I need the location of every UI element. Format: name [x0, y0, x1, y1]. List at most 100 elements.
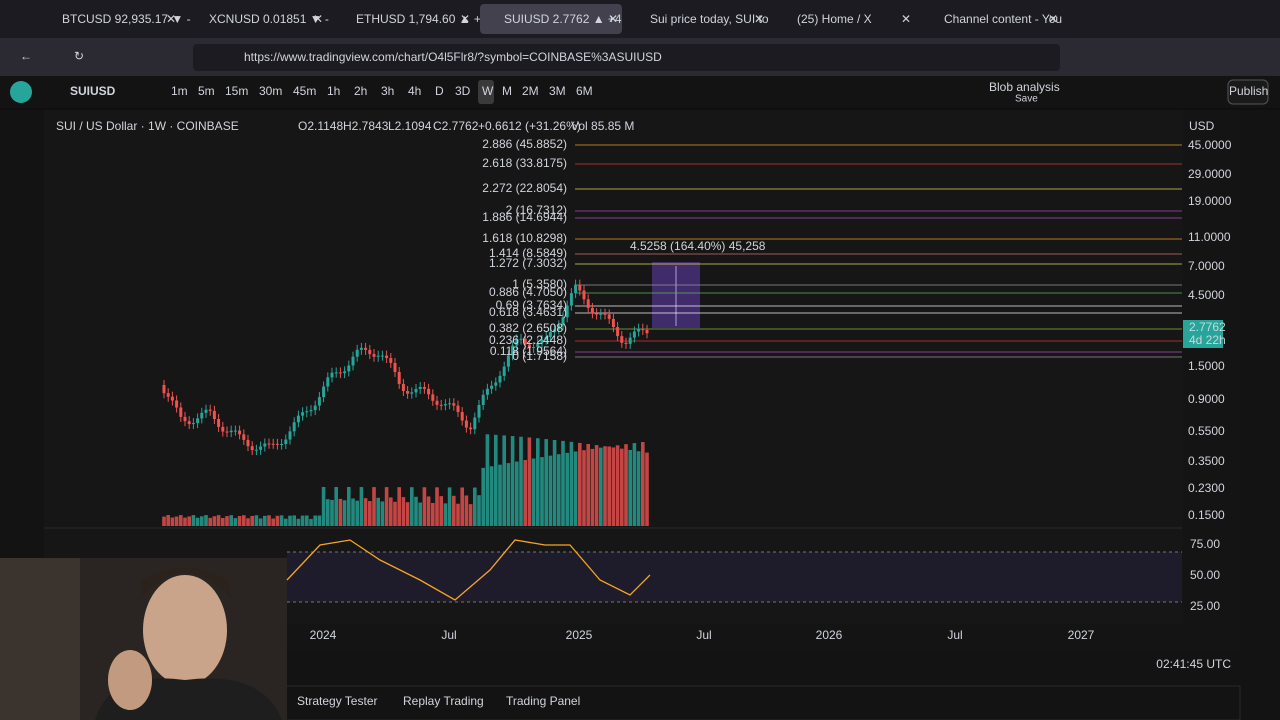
tab-title[interactable]: XCNUSD 0.01851 ▼ - [209, 12, 329, 26]
tab-title[interactable]: SUIUSD 2.7762 ▲ +4 [504, 12, 622, 26]
webcam [0, 558, 287, 720]
fib-label: 1 (5.3580) [512, 277, 567, 291]
bottom-tab[interactable]: Strategy Tester [297, 694, 377, 708]
volume-bar [179, 515, 183, 526]
interval[interactable]: 45m [293, 84, 316, 98]
volume-bar [565, 452, 569, 526]
volume-bar [330, 499, 334, 526]
interval[interactable]: 2h [354, 84, 367, 98]
interval[interactable]: 5m [198, 84, 215, 98]
candle-body [620, 336, 624, 343]
interval[interactable]: 2M [522, 84, 539, 98]
time-label: Jul [696, 628, 711, 642]
candle-body [561, 317, 565, 326]
tab-title[interactable]: BTCUSD 92,935.17 ▼ - [62, 12, 191, 26]
volume-bar [506, 463, 511, 526]
back[interactable]: ← [20, 49, 32, 63]
volume-bar [645, 452, 649, 526]
candle-body [536, 343, 540, 348]
tab-title[interactable]: (25) Home / X [797, 12, 872, 26]
interval[interactable]: 1m [171, 84, 188, 98]
tv-toolbar [0, 76, 1280, 108]
tab-title[interactable]: Channel content - You [944, 12, 1062, 26]
candle-body [355, 349, 359, 357]
candle-body [431, 394, 435, 401]
volume-bar [464, 495, 469, 526]
volume-bar [363, 498, 368, 526]
candle-body [532, 347, 536, 349]
volume-bar [300, 515, 305, 526]
volume-bar [615, 445, 620, 526]
price-label: 7.0000 [1188, 259, 1225, 273]
fib-label: 0 (1.7158) [512, 349, 567, 363]
bottom-tab[interactable]: Replay Trading [403, 694, 484, 708]
interval[interactable]: 3h [381, 84, 394, 98]
volume-bar [309, 518, 313, 526]
volume-bar [502, 435, 506, 526]
tab-strip [0, 0, 1280, 38]
volume-bar [183, 517, 187, 526]
tab-title[interactable]: Sui price today, SUI to [650, 12, 769, 26]
url[interactable]: https://www.tradingview.com/chart/O4l5Fl… [244, 50, 662, 64]
interval[interactable]: W [482, 84, 494, 98]
interval[interactable]: 30m [259, 84, 282, 98]
volume-bar [393, 501, 397, 526]
interval[interactable]: 3D [455, 84, 471, 98]
candle-body [456, 405, 460, 413]
volume-bar [166, 515, 170, 526]
volume-bar [342, 500, 347, 526]
volume-bar [628, 449, 632, 526]
volume-bar [582, 450, 586, 526]
price-label: 45.0000 [1188, 138, 1232, 152]
candle-body [238, 430, 242, 435]
tab-title[interactable]: ETHUSD 1,794.60 ▲ + [356, 12, 481, 26]
volume-bar [208, 517, 212, 526]
bottom-tab[interactable]: Trading Panel [506, 694, 580, 708]
volume-bar [405, 502, 410, 526]
publish[interactable]: Publish [1229, 84, 1268, 98]
face [143, 575, 227, 685]
volume-bar [204, 515, 208, 526]
volume-bar [523, 460, 527, 526]
price-label: 0.2300 [1188, 481, 1225, 495]
url-field[interactable] [193, 44, 1060, 71]
interval[interactable]: M [502, 84, 512, 98]
interval[interactable]: 3M [549, 84, 566, 98]
interval[interactable]: 6M [576, 84, 593, 98]
rsi-label: 50.00 [1190, 568, 1220, 582]
volume-bar [426, 496, 431, 526]
volume-bar [569, 441, 574, 526]
candle-body [305, 411, 309, 413]
interval[interactable]: 15m [225, 84, 248, 98]
volume-bar [641, 442, 645, 526]
layout-name: Blob analysis [989, 80, 1060, 94]
interval[interactable]: 4h [408, 84, 421, 98]
legend-volume: Vol 85.85 M [571, 119, 634, 133]
reload[interactable]: ↻ [74, 49, 84, 63]
price-label: 0.1500 [1188, 508, 1225, 522]
candle-body [574, 284, 578, 294]
candle-body [208, 409, 212, 411]
interval[interactable]: 1h [327, 84, 340, 98]
candle-body [624, 342, 628, 344]
volume-bar [548, 455, 553, 526]
save-label: Save [1015, 94, 1038, 105]
avatar[interactable] [10, 81, 32, 103]
candle-body [427, 388, 431, 395]
volume-bar [250, 515, 254, 526]
volume-bar [456, 503, 460, 526]
candle-body [582, 290, 586, 300]
candle-body [490, 385, 494, 389]
price-label: 11.0000 [1188, 230, 1231, 244]
candle-body [616, 327, 620, 337]
publish-button[interactable] [1227, 79, 1269, 105]
symbol[interactable]: SUIUSD [70, 84, 116, 98]
candle-body [460, 412, 464, 421]
volume-bar [620, 448, 624, 526]
rsi-line [286, 539, 651, 601]
interval[interactable]: D [435, 84, 444, 98]
candle-body [506, 355, 510, 367]
candle-body [439, 404, 443, 406]
drawing-toolbar [0, 110, 44, 558]
